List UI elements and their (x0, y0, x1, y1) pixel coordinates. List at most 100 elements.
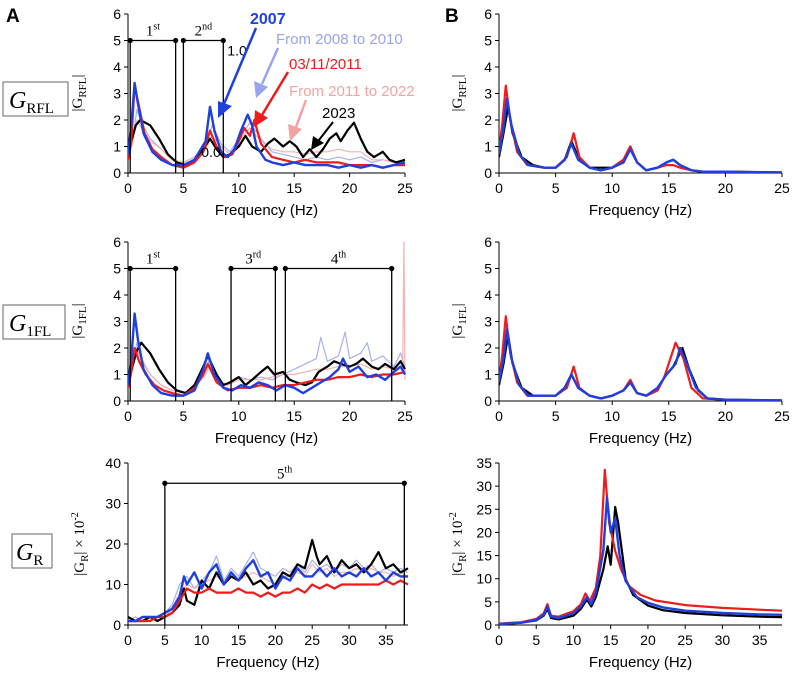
b3-xtick-label: 25 (677, 632, 693, 648)
a2-xtick-label: 10 (231, 408, 247, 424)
a3-xtick-label: 10 (194, 632, 210, 648)
b1-ytick-label: 0 (484, 165, 492, 181)
b1-xtick-label: 10 (604, 180, 620, 196)
a2-ytick-label: 3 (113, 314, 121, 330)
a2-ytick-label: 5 (113, 261, 121, 277)
chart-panel-a-rfl: 0 1 2 3 4 5 6 0 5 10 15 20 25 Frequency (Hz) |GRFL| 1st… (70, 6, 413, 219)
b2-xlabel: Frequency (Hz) (589, 430, 692, 447)
a2-window-1: 1st (127, 250, 179, 401)
b1-ytick-label: 2 (484, 112, 492, 128)
a2-xtick-label: 25 (397, 408, 413, 424)
a2-xlabel: Frequency (Hz) (215, 430, 318, 447)
a1-ytick-label: 2 (113, 112, 121, 128)
row-label-rfl-box (2, 81, 69, 117)
a3-series-2007 (128, 559, 408, 623)
b3-xtick-label: 15 (603, 632, 619, 648)
a1-xtick-label: 10 (231, 180, 247, 196)
a2-ytick-label: 1 (113, 367, 121, 383)
a2-window-label: 3rd (245, 250, 261, 268)
a1-series-from-2011-to-2022 (128, 119, 406, 163)
a3-ytick-label: 20 (105, 536, 121, 552)
a2-window-label: 1st (146, 250, 160, 268)
b1-ytick-label: 3 (484, 86, 492, 102)
a1-xtick-label: 15 (286, 180, 302, 196)
row-label-r-box (11, 533, 53, 569)
row-label-rfl: GRFL (2, 81, 69, 117)
svg-text:G1FL: G1FL (9, 311, 51, 340)
a3-xtick-label: 35 (378, 632, 394, 648)
b3-xlabel: Frequency (Hz) (589, 654, 692, 671)
svg-text:GR: GR (16, 540, 43, 569)
a3-ytick-label: 0 (113, 617, 121, 633)
b1-ytick-label: 4 (484, 59, 492, 75)
a2-window-2: 3rd (228, 250, 278, 401)
b1-ytick-label: 1 (484, 139, 492, 155)
legend-2023: 2023 (322, 105, 355, 122)
b2-ytick-label: 4 (484, 287, 492, 303)
row-label-r-main: G (16, 540, 33, 566)
a2-ytick-label: 6 (113, 234, 121, 250)
a1-window-scale-top: 1.0 (227, 43, 247, 59)
a2-ytick-label: 2 (113, 340, 121, 356)
b1-series-2007 (499, 97, 783, 173)
a2-xtick-label: 15 (286, 408, 302, 424)
panel-letter-b: B (445, 6, 459, 27)
a3-ytick-label: 10 (105, 577, 121, 593)
svg-text:GRFL: GRFL (9, 88, 54, 117)
legend-arrow-2007 (218, 27, 258, 118)
a3-xtick-label: 30 (341, 632, 357, 648)
a3-window-label: 5th (277, 464, 292, 482)
a2-series-group (128, 241, 407, 397)
a2-xtick-label: 5 (180, 408, 188, 424)
b2-ytick-label: 3 (484, 314, 492, 330)
chart-panel-a-r: 0 10 20 30 40 0 5 10 15 20 25 30 35 Frequency (Hz) |GR… (70, 455, 409, 671)
b3-ylabel: |GR| × 10-2 (448, 512, 469, 576)
b1-xtick-label: 25 (774, 180, 790, 196)
a1-ytick-label: 5 (113, 33, 121, 49)
row-label-1fl-sub: 1FL (26, 324, 51, 340)
a2-window-3: 4th (282, 250, 395, 401)
legend-arrow-2023 (311, 121, 334, 150)
legend-2011: 03/11/2011 (289, 56, 362, 73)
legend: 2007 From 2008 to 2010 03/11/2011 From 2… (218, 11, 415, 150)
a2-series-2023 (128, 341, 406, 395)
a1-ytick-label: 3 (113, 86, 121, 102)
b1-ytick-label: 6 (484, 6, 492, 22)
b2-xtick-label: 25 (774, 408, 790, 424)
chart-panel-b-1fl: 0 1 2 3 4 5 6 0 5 10 15 20 25 Frequency (Hz) |G1FL| (450, 234, 790, 447)
a3-xtick-label: 25 (304, 632, 320, 648)
a1-xlabel: Frequency (Hz) (215, 202, 318, 219)
a1-xtick-label: 5 (180, 180, 188, 196)
a1-xtick-label: 0 (124, 180, 132, 196)
b3-ytick-label: 35 (476, 455, 492, 471)
a3-xtick-label: 20 (268, 632, 284, 648)
a2-ylabel: |G1FL| (70, 303, 89, 338)
b1-series-group (499, 84, 783, 173)
legend-arrow-2008-2010 (254, 47, 280, 98)
a1-ylabel: |GRFL| (70, 74, 89, 111)
a2-series-from-2011-to-2022 (128, 241, 406, 394)
row-label-1fl: G1FL (2, 304, 66, 340)
b1-xlabel: Frequency (Hz) (589, 202, 692, 219)
a2-window-label: 4th (331, 250, 346, 268)
b2-series-2007 (499, 328, 783, 401)
a1-window-label: 1st (146, 22, 160, 40)
a3-xlabel: Frequency (Hz) (216, 654, 319, 671)
a2-series-2007 (128, 312, 407, 397)
a3-xtick-label: 0 (124, 632, 132, 648)
b1-xtick-label: 20 (718, 180, 734, 196)
legend-2007: 2007 (250, 11, 286, 28)
legend-arrow-2011-2022 (288, 99, 308, 141)
a3-xtick-label: 5 (161, 632, 169, 648)
chart-panel-b-r: 0 5 10 15 20 25 30 35 0 5 10 15 20 25 30 35 Frequency (H… (448, 455, 783, 671)
b2-xtick-label: 0 (495, 408, 503, 424)
b2-xtick-label: 10 (604, 408, 620, 424)
a2-ytick-label: 4 (113, 287, 121, 303)
row-label-rfl-main: G (9, 88, 26, 114)
a2-series-03-11-2011 (128, 346, 406, 397)
legend-2011-2022: From 2011 to 2022 (289, 83, 415, 100)
a1-xtick-label: 25 (397, 180, 413, 196)
a3-ytick-label: 30 (105, 496, 121, 512)
a1-series-03-11-2011 (128, 84, 405, 169)
